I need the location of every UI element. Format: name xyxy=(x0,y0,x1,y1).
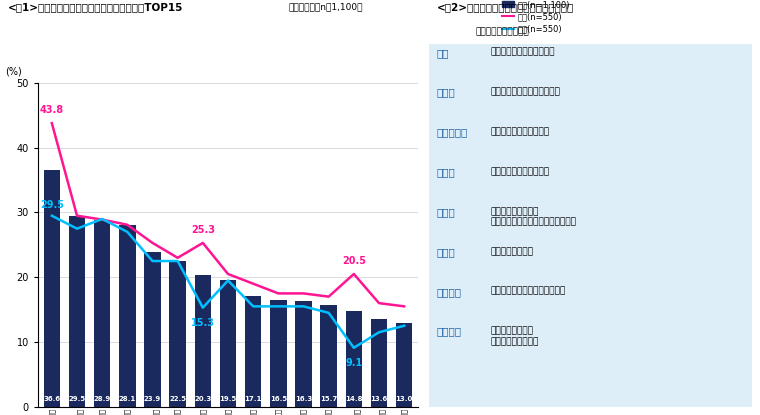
Text: 36.6: 36.6 xyxy=(43,395,60,402)
Bar xyxy=(144,252,160,407)
Text: 16.3: 16.3 xyxy=(295,395,312,402)
Text: 22.5: 22.5 xyxy=(169,395,186,402)
Y-axis label: (%): (%) xyxy=(5,66,22,76)
Legend: 全体(n=1,100), 女性(n=550), 男性(n=550): 全体(n=1,100), 女性(n=550), 男性(n=550) xyxy=(499,0,574,37)
Text: 25.3: 25.3 xyxy=(191,225,215,235)
Bar xyxy=(296,301,312,407)
Text: 20.3: 20.3 xyxy=(195,395,211,402)
Text: 23.9: 23.9 xyxy=(144,395,161,402)
Text: 13.0: 13.0 xyxy=(395,395,413,402)
Text: 17.1: 17.1 xyxy=(245,395,262,402)
Text: <図1>普段よく買う冷凍食品・レトルト食品TOP15: <図1>普段よく買う冷凍食品・レトルト食品TOP15 xyxy=(8,2,183,12)
Text: <図2>お気に入りの冷凍食品・レトルト食品: <図2>お気に入りの冷凍食品・レトルト食品 xyxy=(437,2,575,12)
Text: （自由回答一部抜粋）: （自由回答一部抜粋） xyxy=(475,27,529,36)
Text: 29.5: 29.5 xyxy=(40,200,64,210)
Bar xyxy=(169,261,186,407)
Bar xyxy=(119,225,135,407)
Text: 43.8: 43.8 xyxy=(40,105,64,115)
Text: 20.5: 20.5 xyxy=(342,256,366,266)
Text: ニチレイ、味の素　など: ニチレイ、味の素 など xyxy=(490,127,549,137)
Text: 味の素、ニチレイ、
業務スーパー、セブンイレブンなど: 味の素、ニチレイ、 業務スーパー、セブンイレブンなど xyxy=(490,207,576,227)
Bar xyxy=(245,296,261,407)
Bar xyxy=(371,319,387,407)
Text: 29.5: 29.5 xyxy=(68,395,86,402)
Bar xyxy=(94,220,110,407)
Text: カレー: カレー xyxy=(437,247,456,257)
Text: 14.8: 14.8 xyxy=(345,395,363,402)
Text: 15.7: 15.7 xyxy=(320,395,337,402)
Text: パスタ: パスタ xyxy=(437,167,456,177)
Bar xyxy=(270,300,287,407)
Text: テーブルマーク、日清　など: テーブルマーク、日清 など xyxy=(490,88,560,97)
Text: 16.5: 16.5 xyxy=(270,395,287,402)
Text: イオン、ニップン　など: イオン、ニップン など xyxy=(490,167,549,176)
Text: 28.1: 28.1 xyxy=(119,395,136,402)
Text: 28.9: 28.9 xyxy=(93,395,111,402)
Bar xyxy=(346,311,362,407)
Bar xyxy=(220,281,236,407)
Text: 鉅子: 鉅子 xyxy=(437,48,449,58)
Bar xyxy=(69,216,85,407)
Text: 味の素、鉅子の王将　など: 味の素、鉅子の王将 など xyxy=(490,48,555,57)
Text: （複数回答：n＝1,100）: （複数回答：n＝1,100） xyxy=(289,2,363,11)
Text: 9.1: 9.1 xyxy=(345,358,363,368)
Text: ラーメン: ラーメン xyxy=(437,287,462,297)
Text: 13.6: 13.6 xyxy=(370,395,388,402)
Bar xyxy=(321,305,337,407)
Bar xyxy=(195,275,211,407)
Text: マルハニチロ、ニッスイ　など: マルハニチロ、ニッスイ など xyxy=(490,287,565,296)
Bar xyxy=(396,322,413,407)
Text: 唐揚げ: 唐揚げ xyxy=(437,207,456,217)
Text: テーブルマーク、
セブンイレブンなど: テーブルマーク、 セブンイレブンなど xyxy=(490,327,539,346)
Text: たこ焼き: たこ焼き xyxy=(437,327,462,337)
Text: チャーハン: チャーハン xyxy=(437,127,468,137)
Text: 15.3: 15.3 xyxy=(191,318,215,328)
Text: ハウス食品　など: ハウス食品 など xyxy=(490,247,534,256)
Text: うどん: うどん xyxy=(437,88,456,98)
Bar xyxy=(43,170,60,407)
Text: 19.5: 19.5 xyxy=(220,395,236,402)
